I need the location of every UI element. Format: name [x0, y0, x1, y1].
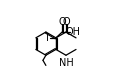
- Text: I: I: [46, 33, 49, 43]
- Text: O: O: [62, 17, 70, 27]
- Text: O: O: [59, 17, 66, 27]
- Text: OH: OH: [65, 27, 80, 37]
- Text: NH: NH: [59, 58, 73, 68]
